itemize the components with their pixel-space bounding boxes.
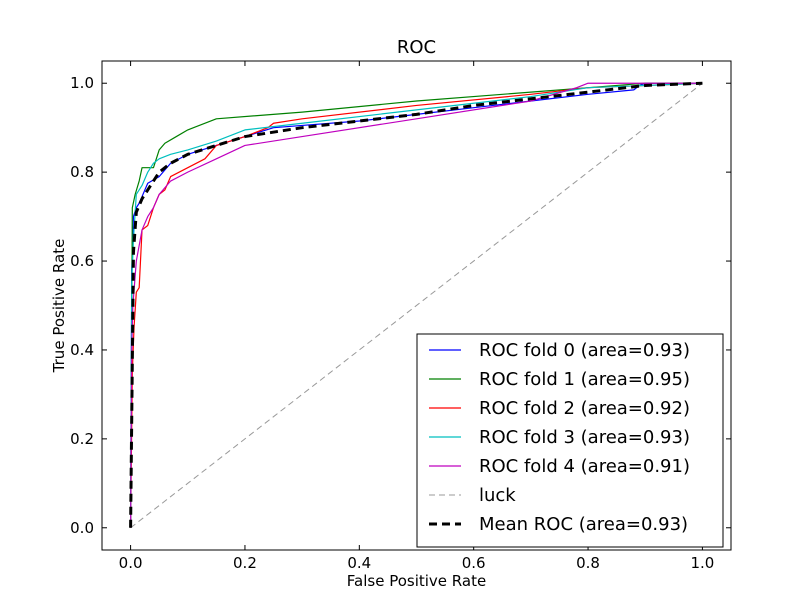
x-axis-label: False Positive Rate <box>347 572 486 590</box>
x-tick-label: 0.8 <box>576 554 600 572</box>
y-tick-label: 1.0 <box>70 74 94 92</box>
plot-frame <box>101 60 732 551</box>
series-line-mean-roc-area-0-93 <box>129 81 703 528</box>
x-tick-label: 0.6 <box>462 554 486 572</box>
x-tick-label: 1.0 <box>690 554 714 572</box>
y-tick-label: 0.4 <box>70 341 94 359</box>
y-tick-label: 0.0 <box>70 519 94 537</box>
legend-label: luck <box>479 485 516 506</box>
legend-items: ROC fold 0 (area=0.93) ROC fold 1 (area=0… <box>429 340 690 535</box>
legend-label: Mean ROC (area=0.93) <box>479 514 688 535</box>
legend-box <box>416 333 724 548</box>
legend-label: ROC fold 2 (area=0.92) <box>479 398 690 419</box>
series-line-roc-fold-4-area-0-91 <box>129 82 703 528</box>
x-tick-label: 0.2 <box>233 554 257 572</box>
legend-label: ROC fold 1 (area=0.95) <box>479 369 690 390</box>
legend-label: ROC fold 3 (area=0.93) <box>479 427 690 448</box>
legend: ROC fold 0 (area=0.93) ROC fold 1 (area=0… <box>416 333 724 548</box>
x-tick-label: 0.0 <box>119 554 143 572</box>
legend-label: ROC fold 4 (area=0.91) <box>479 456 690 477</box>
series-layer <box>129 81 703 529</box>
series-line-roc-fold-2-area-0-92 <box>129 82 703 528</box>
x-tick-label: 0.4 <box>347 554 371 572</box>
series-line-luck <box>130 82 703 529</box>
chart-title: ROC <box>397 37 436 58</box>
series-line-roc-fold-1-area-0-95 <box>129 82 703 528</box>
y-tick-label: 0.8 <box>70 163 94 181</box>
y-axis-label: True Positive Rate <box>50 239 68 374</box>
y-tick-label: 0.2 <box>70 430 94 448</box>
legend-label: ROC fold 0 (area=0.93) <box>479 340 690 361</box>
ticks-layer: 0.0 0.2 0.4 0.6 0.8 1.0 0.0 0.2 0.4 0.6 0.8 1.0 <box>70 61 731 572</box>
series-line-roc-fold-3-area-0-93 <box>129 82 703 528</box>
y-tick-label: 0.6 <box>70 252 94 270</box>
